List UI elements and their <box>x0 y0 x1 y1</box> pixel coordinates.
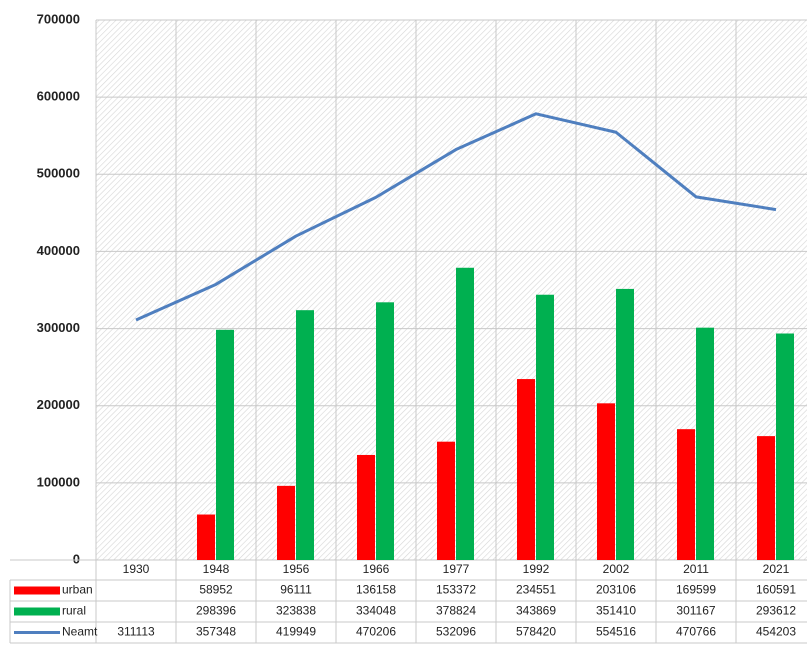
table-value: 301167 <box>676 604 715 618</box>
table-value: 203106 <box>596 583 636 597</box>
y-tick-label: 100000 <box>37 474 80 489</box>
table-value: 234551 <box>516 583 556 597</box>
x-tick-label: 2011 <box>683 562 709 576</box>
table-value: 532096 <box>436 625 476 639</box>
bar <box>696 327 714 560</box>
bar <box>536 294 554 560</box>
y-tick-label: 600000 <box>37 89 80 104</box>
table-value: 293612 <box>756 604 796 618</box>
y-tick-label: 500000 <box>37 166 80 181</box>
legend-label: rural <box>62 604 86 618</box>
table-value: 343869 <box>516 604 556 618</box>
bar <box>776 333 794 560</box>
table-value: 470206 <box>356 625 396 639</box>
y-tick-label: 0 <box>73 551 80 566</box>
y-tick-label: 400000 <box>37 243 80 258</box>
line <box>135 112 777 322</box>
x-tick-label: 1977 <box>443 562 470 576</box>
bar <box>357 454 375 560</box>
table-value: 311113 <box>117 625 155 639</box>
table-value: 357348 <box>196 625 236 639</box>
x-tick-label: 1956 <box>283 562 310 576</box>
table-value: 454203 <box>756 625 796 639</box>
legend-label: urban <box>62 583 93 597</box>
table-value: 419949 <box>276 625 316 639</box>
table-value: 351410 <box>596 604 636 618</box>
y-tick-label: 200000 <box>37 397 80 412</box>
bar <box>677 429 695 560</box>
y-tick-label: 700000 <box>37 11 80 26</box>
bar <box>296 310 314 560</box>
bar <box>216 329 234 560</box>
table-value: 554516 <box>596 625 636 639</box>
table-value: 323838 <box>276 604 316 618</box>
legend-swatch <box>14 607 60 616</box>
x-tick-label: 1930 <box>123 562 150 576</box>
table-value: 378824 <box>436 604 476 618</box>
table-value: 169599 <box>676 583 716 597</box>
table-value: 160591 <box>756 583 796 597</box>
x-tick-label: 1966 <box>363 562 390 576</box>
table-value: 298396 <box>196 604 236 618</box>
bar <box>757 436 775 560</box>
bar <box>597 403 615 560</box>
x-tick-label: 1948 <box>203 562 230 576</box>
table-value: 578420 <box>516 625 556 639</box>
table-value: 96111 <box>280 583 312 597</box>
bar <box>197 514 215 560</box>
legend-swatch <box>14 586 60 595</box>
table-value: 334048 <box>356 604 396 618</box>
legend-label: Neamt <box>62 625 98 639</box>
bar <box>437 441 455 560</box>
bar <box>277 485 295 560</box>
bar <box>456 267 474 560</box>
bar <box>517 379 535 560</box>
table-value: 153372 <box>436 583 476 597</box>
x-tick-label: 1992 <box>523 562 550 576</box>
x-tick-label: 2021 <box>763 562 790 576</box>
y-tick-label: 300000 <box>37 320 80 335</box>
x-tick-label: 2002 <box>603 562 630 576</box>
bar <box>376 302 394 560</box>
table-value: 470766 <box>676 625 716 639</box>
table-value: 58952 <box>199 583 233 597</box>
bar <box>616 288 634 560</box>
table-value: 136158 <box>356 583 396 597</box>
